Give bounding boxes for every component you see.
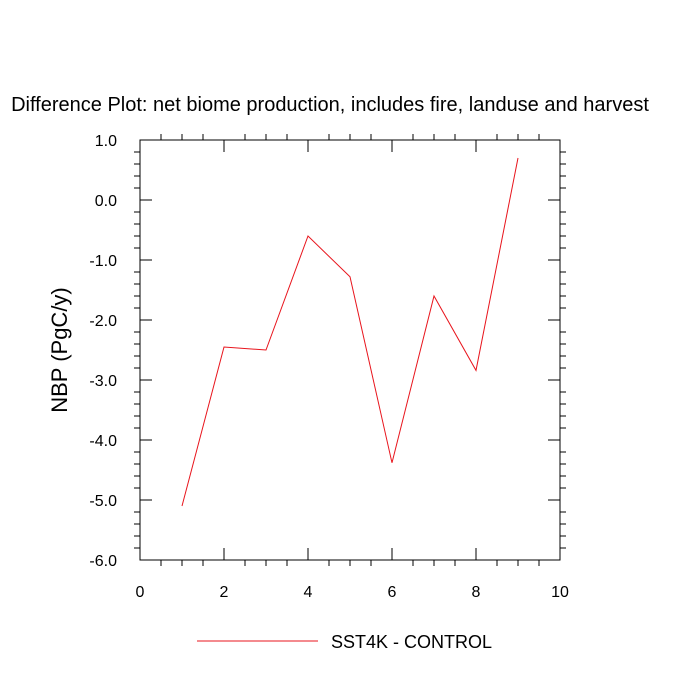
y-tick-label: -2.0 <box>89 313 117 330</box>
series-line <box>181 157 519 507</box>
y-tick-label: -4.0 <box>89 433 117 450</box>
x-tick-label: 8 <box>472 584 481 601</box>
y-tick-label: -1.0 <box>89 253 117 270</box>
axis-ticks <box>134 134 566 566</box>
x-tick-label: 4 <box>304 584 313 601</box>
x-tick-label: 6 <box>388 584 397 601</box>
legend-label: SST4K - CONTROL <box>331 632 492 652</box>
chart-title: Difference Plot: net biome production, i… <box>11 94 649 116</box>
y-axis-label: NBP (PgC/y) <box>47 287 72 413</box>
y-tick-label: -5.0 <box>89 493 117 510</box>
series-group <box>181 157 519 507</box>
legend: SST4K - CONTROL <box>197 632 492 652</box>
x-tick-label: 0 <box>136 584 145 601</box>
y-tick-label: 1.0 <box>95 133 117 150</box>
plot-frame <box>139 139 561 561</box>
y-tick-label: 0.0 <box>95 193 117 210</box>
axis-tick-labels: 0 2 4 6 8 10 1.0 0.0 -1.0 -2.0 -3.0 -4.0 -5.0 -6.0 <box>89 133 569 601</box>
x-tick-label: 10 <box>551 584 569 601</box>
y-tick-label: -6.0 <box>89 553 117 570</box>
x-tick-label: 2 <box>220 584 229 601</box>
y-tick-label: -3.0 <box>89 373 117 390</box>
